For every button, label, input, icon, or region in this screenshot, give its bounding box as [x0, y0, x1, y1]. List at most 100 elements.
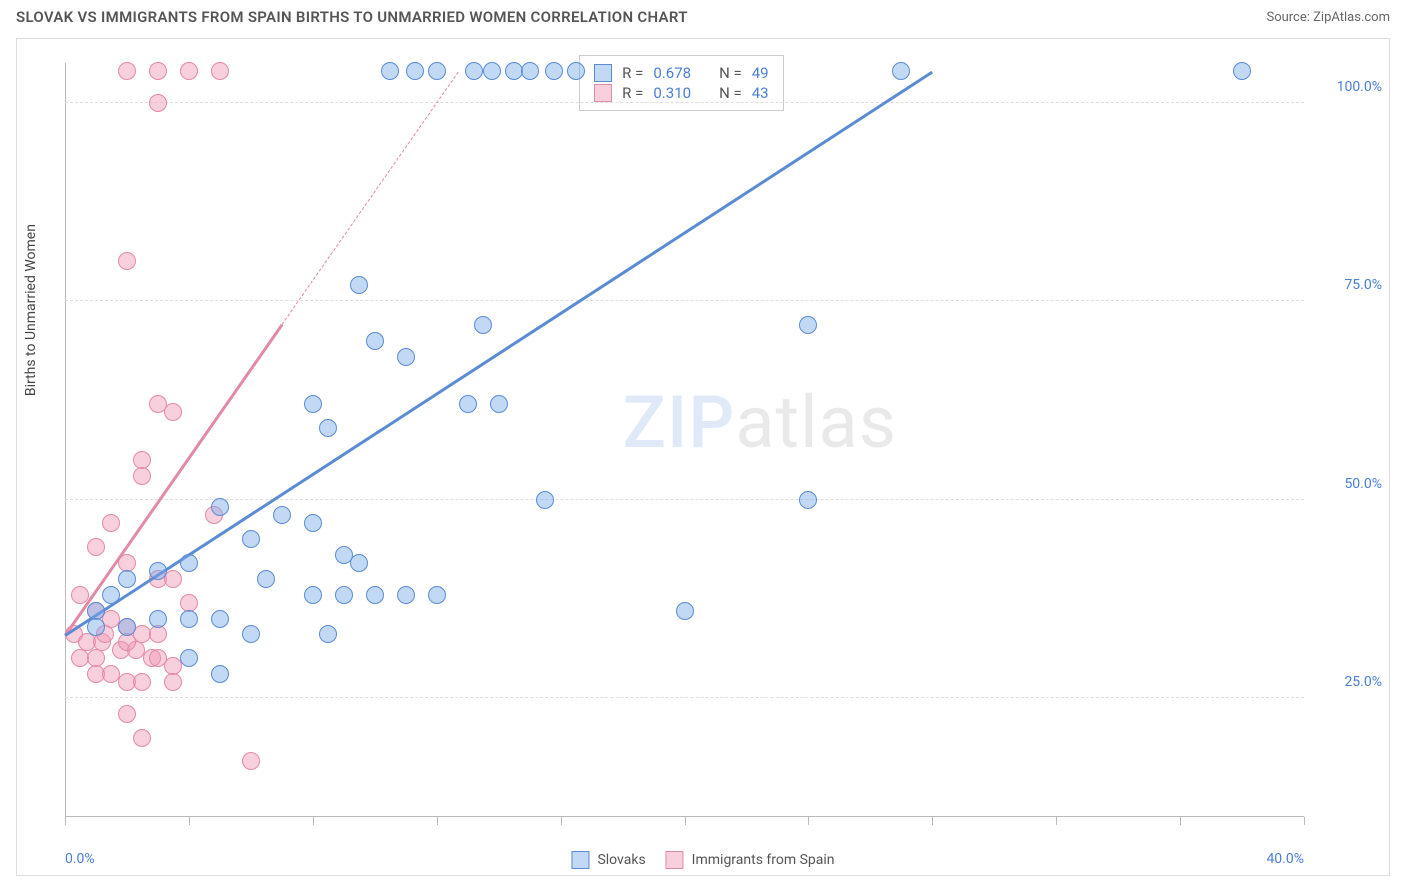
- data-point-slovak: [428, 586, 446, 604]
- data-point-slovak: [545, 62, 563, 80]
- x-tick: [65, 817, 66, 825]
- data-point-slovak: [319, 419, 337, 437]
- x-tick: [1304, 817, 1305, 825]
- data-point-spain: [180, 62, 198, 80]
- data-point-slovak: [459, 395, 477, 413]
- stats-r-value: 0.310: [653, 84, 691, 102]
- data-point-slovak: [799, 316, 817, 334]
- data-point-spain: [149, 625, 167, 643]
- gridline-h: [65, 499, 1304, 500]
- data-point-slovak: [483, 62, 501, 80]
- data-point-slovak: [273, 506, 291, 524]
- data-point-slovak: [211, 610, 229, 628]
- y-axis-title: Births to Unmarried Women: [23, 224, 39, 396]
- data-point-slovak: [211, 665, 229, 683]
- data-point-slovak: [180, 554, 198, 572]
- x-tick: [437, 817, 438, 825]
- data-point-spain: [211, 62, 229, 80]
- data-point-slovak: [350, 554, 368, 572]
- data-point-spain: [164, 570, 182, 588]
- data-point-spain: [133, 467, 151, 485]
- data-point-spain: [149, 94, 167, 112]
- data-point-spain: [118, 705, 136, 723]
- chart-title: SLOVAK VS IMMIGRANTS FROM SPAIN BIRTHS T…: [16, 8, 688, 26]
- data-point-slovak: [180, 649, 198, 667]
- data-point-spain: [71, 586, 89, 604]
- data-point-slovak: [257, 570, 275, 588]
- data-point-slovak: [397, 348, 415, 366]
- data-point-slovak: [350, 276, 368, 294]
- data-point-spain: [164, 673, 182, 691]
- data-point-slovak: [366, 332, 384, 350]
- plot-area: ZIPatlas R =0.678N =49R =0.310N =43 25.0…: [65, 63, 1304, 817]
- data-point-slovak: [536, 491, 554, 509]
- data-point-slovak: [118, 570, 136, 588]
- data-point-slovak: [242, 530, 260, 548]
- x-tick: [932, 817, 933, 825]
- legend-swatch: [571, 851, 589, 869]
- data-point-slovak: [381, 62, 399, 80]
- legend: Slovaks Immigrants from Spain: [571, 851, 834, 869]
- data-point-slovak: [149, 610, 167, 628]
- data-point-spain: [242, 752, 260, 770]
- y-tick-label: 50.0%: [1344, 476, 1382, 492]
- data-point-spain: [118, 633, 136, 651]
- data-point-spain: [87, 538, 105, 556]
- data-point-slovak: [211, 498, 229, 516]
- legend-swatch: [666, 851, 684, 869]
- stats-row: R =0.310N =43: [594, 84, 768, 102]
- x-axis-max-label: 40.0%: [1266, 851, 1304, 867]
- x-tick: [685, 817, 686, 825]
- data-point-spain: [118, 252, 136, 270]
- chart-container: Births to Unmarried Women ZIPatlas R =0.…: [16, 38, 1390, 876]
- data-point-slovak: [304, 514, 322, 532]
- source-label: Source: ZipAtlas.com: [1266, 10, 1390, 25]
- data-point-slovak: [676, 602, 694, 620]
- data-point-slovak: [102, 586, 120, 604]
- y-tick-label: 75.0%: [1344, 277, 1382, 293]
- data-point-slovak: [180, 610, 198, 628]
- y-tick-label: 25.0%: [1344, 674, 1382, 690]
- data-point-slovak: [406, 62, 424, 80]
- stats-n-label: N =: [719, 64, 742, 82]
- data-point-slovak: [428, 62, 446, 80]
- data-point-spain: [164, 403, 182, 421]
- legend-swatch: [594, 84, 612, 102]
- trendline-dash-spain: [281, 71, 458, 324]
- data-point-slovak: [335, 586, 353, 604]
- trendline-spain: [64, 324, 283, 636]
- data-point-slovak: [149, 562, 167, 580]
- data-point-spain: [118, 62, 136, 80]
- gridline-h: [65, 102, 1304, 103]
- stats-box: R =0.678N =49R =0.310N =43: [579, 55, 783, 111]
- stats-n-value: 43: [752, 84, 769, 102]
- data-point-slovak: [521, 62, 539, 80]
- data-point-slovak: [799, 491, 817, 509]
- stats-row: R =0.678N =49: [594, 64, 768, 82]
- gridline-h: [65, 300, 1304, 301]
- data-point-slovak: [242, 625, 260, 643]
- data-point-spain: [102, 514, 120, 532]
- data-point-spain: [149, 62, 167, 80]
- trendline-slovak: [64, 71, 933, 637]
- x-tick: [313, 817, 314, 825]
- stats-r-value: 0.678: [653, 64, 691, 82]
- legend-swatch: [594, 64, 612, 82]
- data-point-slovak: [490, 395, 508, 413]
- legend-label: Slovaks: [597, 852, 645, 868]
- data-point-slovak: [397, 586, 415, 604]
- x-tick: [1056, 817, 1057, 825]
- y-axis-line: [65, 63, 66, 817]
- data-point-slovak: [87, 618, 105, 636]
- watermark-atlas: atlas: [735, 380, 897, 465]
- data-point-slovak: [304, 586, 322, 604]
- x-tick: [189, 817, 190, 825]
- data-point-slovak: [465, 62, 483, 80]
- data-point-slovak: [474, 316, 492, 334]
- data-point-slovak: [304, 395, 322, 413]
- data-point-slovak: [1233, 62, 1251, 80]
- legend-item: Immigrants from Spain: [666, 851, 835, 869]
- y-tick-label: 100.0%: [1337, 79, 1382, 95]
- legend-item: Slovaks: [571, 851, 645, 869]
- x-tick: [808, 817, 809, 825]
